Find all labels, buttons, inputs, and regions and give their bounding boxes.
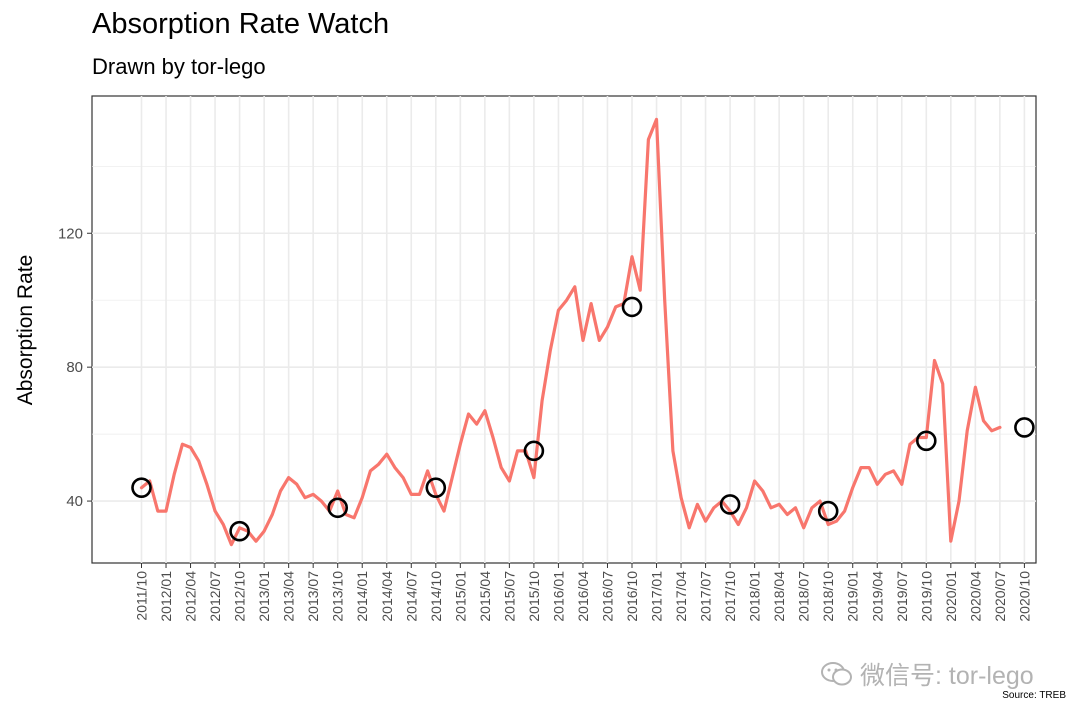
watermark-text: 微信号: tor-lego [860, 662, 1034, 690]
x-tick-label: 2014/04 [379, 571, 395, 622]
highlight-marker [817, 500, 839, 522]
x-tick-label: 2016/01 [550, 571, 566, 622]
x-tick-label: 2015/10 [526, 571, 542, 622]
x-tick-label: 2016/07 [599, 571, 615, 622]
x-tick-label: 2019/07 [894, 571, 910, 622]
highlight-marker [229, 520, 250, 542]
x-tick-label: 2012/04 [183, 571, 199, 622]
x-tick-label: 2020/04 [967, 571, 983, 622]
plot-panel [91, 95, 1037, 564]
x-tick-label: 2019/04 [869, 571, 885, 622]
x-axis: 2011/10 2012/01 2012/04 2012/07 2012/10 2013/… [134, 563, 1032, 622]
x-tick-label: 2012/10 [232, 571, 248, 622]
y-axis-label: Absorption Rate [14, 255, 37, 406]
x-tick-label: 2013/04 [281, 571, 297, 622]
highlight-marker [131, 477, 152, 498]
highlight-marker [915, 430, 937, 452]
x-tick-label: 2019/01 [845, 571, 861, 622]
source-note: Source: TREB [1002, 690, 1066, 701]
x-tick-label: 2017/01 [649, 571, 665, 622]
highlight-marker [327, 497, 349, 519]
x-tick-label: 2016/04 [575, 571, 591, 622]
chart-subtitle: Drawn by tor-lego [92, 54, 266, 79]
x-tick-label: 2018/07 [796, 571, 812, 622]
x-tick-label: 2017/07 [698, 571, 714, 622]
highlight-marker [425, 477, 447, 498]
y-tick-label: 80 [66, 359, 83, 376]
highlight-marker [719, 494, 741, 515]
x-tick-label: 2015/01 [452, 571, 468, 622]
x-tick-label: 2014/10 [428, 571, 444, 622]
y-axis: 40 80 120 [58, 225, 92, 510]
x-tick-label: 2015/04 [477, 571, 493, 622]
highlight-markers [131, 296, 1035, 542]
x-tick-label: 2015/07 [501, 571, 517, 622]
y-tick-label: 40 [66, 493, 83, 510]
x-tick-label: 2019/10 [918, 571, 934, 622]
x-tick-label: 2013/01 [256, 571, 272, 622]
x-tick-label: 2012/07 [207, 571, 223, 622]
highlight-marker [523, 440, 545, 462]
x-tick-label: 2016/10 [624, 571, 640, 622]
x-tick-label: 2013/10 [330, 571, 346, 622]
x-tick-label: 2020/01 [943, 571, 959, 622]
x-tick-label: 2020/10 [1016, 571, 1032, 622]
x-tick-label: 2011/10 [134, 571, 150, 621]
x-tick-label: 2014/01 [354, 571, 370, 622]
x-tick-label: 2014/07 [403, 571, 419, 622]
grid-lines [92, 96, 1036, 563]
x-tick-label: 2018/01 [747, 571, 763, 622]
chart-title: Absorption Rate Watch [92, 8, 390, 40]
x-tick-label: 2018/10 [820, 571, 836, 622]
highlight-marker [1014, 417, 1035, 438]
x-tick-label: 2013/07 [305, 571, 321, 622]
y-tick-label: 120 [58, 225, 83, 242]
x-tick-label: 2020/07 [992, 571, 1008, 622]
highlight-marker [621, 296, 643, 318]
x-tick-label: 2018/04 [771, 571, 787, 622]
watermark: 微信号: tor-lego [820, 656, 1034, 692]
series-line [139, 117, 1002, 547]
x-tick-label: 2012/01 [158, 571, 174, 622]
wechat-icon [821, 662, 852, 686]
x-tick-label: 2017/04 [673, 571, 689, 622]
x-tick-label: 2017/10 [722, 571, 738, 622]
